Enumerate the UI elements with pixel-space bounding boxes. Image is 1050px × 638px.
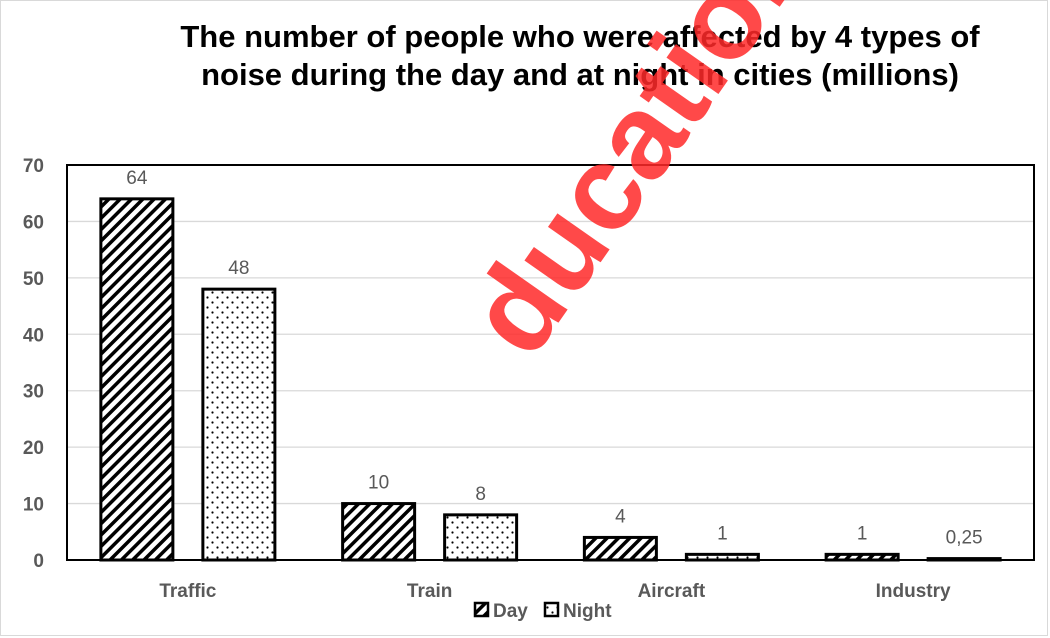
y-tick-label: 50: [23, 269, 44, 290]
legend: Day Night: [473, 601, 612, 622]
y-tick-label: 20: [23, 438, 44, 459]
data-labels: 64 48 10 8 4 1 1 0,25: [126, 168, 982, 549]
bar-night-train: [443, 513, 519, 562]
chart-title-line-2: noise during the day and at night in cit…: [201, 57, 959, 92]
x-axis-ticks: Traffic Train Aircraft Industry: [159, 581, 951, 602]
x-tick-label: Industry: [876, 581, 951, 602]
data-label: 1: [717, 523, 728, 544]
y-tick-label: 0: [33, 551, 44, 572]
data-label: 10: [368, 473, 389, 494]
y-axis-ticks: 0 10 20 30 40 50 60 70: [23, 156, 44, 572]
bar-day-aircraft: [582, 535, 658, 562]
legend-label-night: Night: [563, 601, 612, 622]
legend-swatch-night: [543, 601, 560, 618]
bars: [99, 197, 1002, 562]
data-label: 8: [475, 484, 486, 505]
chart-title: The number of people who were affected b…: [130, 18, 1030, 94]
data-label: 0,25: [946, 528, 983, 549]
data-label: 4: [615, 506, 626, 527]
bar-day-train: [341, 502, 417, 562]
data-label: 48: [228, 258, 249, 279]
y-tick-label: 40: [23, 325, 44, 346]
y-tick-label: 30: [23, 382, 44, 403]
y-tick-label: 10: [23, 495, 44, 516]
plot-area-border: [66, 164, 1035, 561]
data-label: 64: [126, 168, 148, 189]
bar-night-traffic: [201, 287, 277, 562]
y-tick-label: 70: [23, 156, 44, 177]
chart-title-line-1: The number of people who were affected b…: [180, 19, 980, 54]
data-label: 1: [857, 523, 868, 544]
x-tick-label: Traffic: [159, 581, 216, 602]
x-tick-label: Aircraft: [638, 581, 706, 602]
legend-swatch-day: [473, 601, 490, 618]
x-tick-label: Train: [407, 581, 452, 602]
bar-day-traffic: [99, 197, 175, 562]
legend-label-day: Day: [493, 601, 528, 622]
y-tick-label: 60: [23, 212, 44, 233]
